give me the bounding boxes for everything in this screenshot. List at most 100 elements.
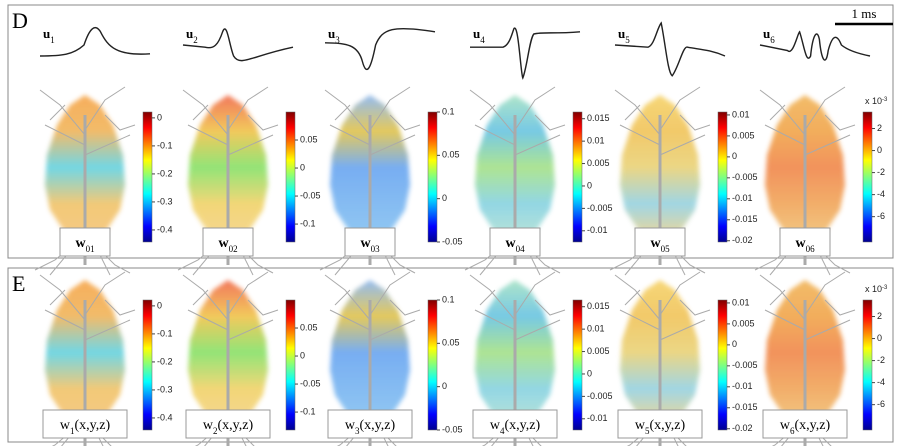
label-base: w xyxy=(345,418,356,433)
neuron-branch xyxy=(804,134,851,156)
map-label-box xyxy=(202,227,254,257)
colorbar-tick-label: 0 xyxy=(587,368,592,378)
colorbar-tick-label: 0.005 xyxy=(732,318,755,328)
colorbar-tick-label: -4 xyxy=(877,189,885,199)
neuron-branch xyxy=(369,319,416,341)
neuron-branch xyxy=(479,289,496,306)
colorbar-tick-label: 0 xyxy=(732,151,737,161)
colorbar-tick-label: -0.1 xyxy=(157,328,173,338)
colorbar-tick-label: 0 xyxy=(587,180,592,190)
colorbar-tick-label: -0.1 xyxy=(157,140,173,150)
colorbar-tick-label: -0.3 xyxy=(157,384,173,394)
neuron-branch xyxy=(247,114,279,131)
colorbar-tick-label: 0.1 xyxy=(442,294,455,304)
map-label: w05 xyxy=(650,236,670,254)
neuron-branch xyxy=(187,309,229,331)
neuron-branch xyxy=(659,134,706,156)
label-sub: 4 xyxy=(500,426,505,436)
neuron-branch xyxy=(227,86,269,131)
colorbar-scale: x 10-3 xyxy=(865,284,888,294)
colorbar-tick-label: 0.05 xyxy=(300,322,318,332)
colorbar-tick-label: -4 xyxy=(877,377,885,387)
waveform-label: u5 xyxy=(618,26,630,45)
colorbar-tick-label: -0.4 xyxy=(157,412,173,422)
heatmap xyxy=(754,86,856,276)
scale-exponent: -3 xyxy=(882,97,888,103)
panel-frame xyxy=(7,267,894,443)
neuron-branch xyxy=(324,89,371,136)
colorbar-tick-label: -0.01 xyxy=(732,381,753,391)
neuron-branch xyxy=(84,86,126,131)
neuron-branch xyxy=(624,289,641,306)
colorbar-tick-label: 0.005 xyxy=(587,158,610,168)
colorbar-tick-label: 0 xyxy=(300,162,305,172)
colorbar-tick-label: -0.01 xyxy=(732,193,753,203)
label-base: w xyxy=(635,418,646,433)
neuron-branch xyxy=(39,274,86,321)
colorbar xyxy=(572,299,583,431)
map-label-box xyxy=(327,409,413,439)
colorbar-tick-label: 0.01 xyxy=(732,297,750,307)
colorbar-tick-label: 2 xyxy=(877,311,882,321)
heatmap xyxy=(324,271,421,446)
scale-bar-label: 1 ms xyxy=(852,6,877,21)
neuron-branch xyxy=(804,319,851,341)
label-base: u xyxy=(43,26,50,41)
colorbar-tick-label: 0 xyxy=(157,112,162,122)
map-label: w4(x,y,z) xyxy=(490,418,541,436)
map-label-box xyxy=(762,409,848,439)
waveform xyxy=(614,21,726,77)
neuron-branch xyxy=(769,289,786,306)
colorbar-tick-label: -0.02 xyxy=(732,423,753,433)
label-base: u xyxy=(328,26,335,41)
neuron-branch xyxy=(619,309,661,331)
neuron-branch xyxy=(369,134,416,156)
neuron-branch xyxy=(192,104,209,121)
label-base: w xyxy=(218,236,229,251)
label-sub: 6 xyxy=(790,426,795,436)
colorbar-tick-label: 0 xyxy=(442,193,447,203)
neuron-branch xyxy=(474,309,516,331)
label-base: w xyxy=(795,236,806,251)
neuron-branch xyxy=(227,319,274,341)
heatmap xyxy=(177,86,279,276)
neuron-branch xyxy=(44,309,86,331)
colorbar-tick-label: 0.05 xyxy=(442,150,460,160)
neuron-branch xyxy=(614,274,661,321)
neuron-branch xyxy=(247,299,279,316)
waveform xyxy=(759,30,871,61)
neuron-branch xyxy=(389,299,421,316)
neuron-branch xyxy=(329,124,371,146)
colorbar-tick-label: 0 xyxy=(442,381,447,391)
neuron-branch xyxy=(759,89,806,136)
neuron-branch xyxy=(824,299,856,316)
neuron-branch xyxy=(614,89,661,136)
label-base: u xyxy=(763,26,770,41)
colorbar-tick-label: 0.05 xyxy=(300,134,318,144)
map-label: w03 xyxy=(360,236,380,254)
colorbar-tick-label: -0.015 xyxy=(732,214,758,224)
label-suffix: (x,y,z) xyxy=(794,418,830,433)
neuron-branch xyxy=(759,274,806,321)
colorbar-tick-label: -0.3 xyxy=(157,196,173,206)
colorbar xyxy=(427,299,438,431)
map-label-box xyxy=(634,227,686,257)
label-base: w xyxy=(650,236,661,251)
neuron-branch xyxy=(469,89,516,136)
label-sub: 5 xyxy=(625,35,630,45)
colorbar xyxy=(717,111,728,243)
colorbar-tick-label: 0.01 xyxy=(587,136,605,146)
label-suffix: (x,y,z) xyxy=(217,418,253,433)
label-sub: 2 xyxy=(213,426,218,436)
neuron-branch xyxy=(534,299,566,316)
colorbar-tick-label: 0.05 xyxy=(442,338,460,348)
waveform xyxy=(324,27,436,71)
neuron-branch xyxy=(679,114,711,131)
colorbar-tick-label: 0.015 xyxy=(587,301,610,311)
map-label-box xyxy=(185,409,271,439)
label-sub: 06 xyxy=(806,244,816,254)
colorbar-tick-label: 0 xyxy=(732,339,737,349)
colorbar-tick-label: -0.02 xyxy=(732,235,753,245)
waveform-trace xyxy=(182,28,294,62)
colorbar-tick-label: -6 xyxy=(877,399,885,409)
